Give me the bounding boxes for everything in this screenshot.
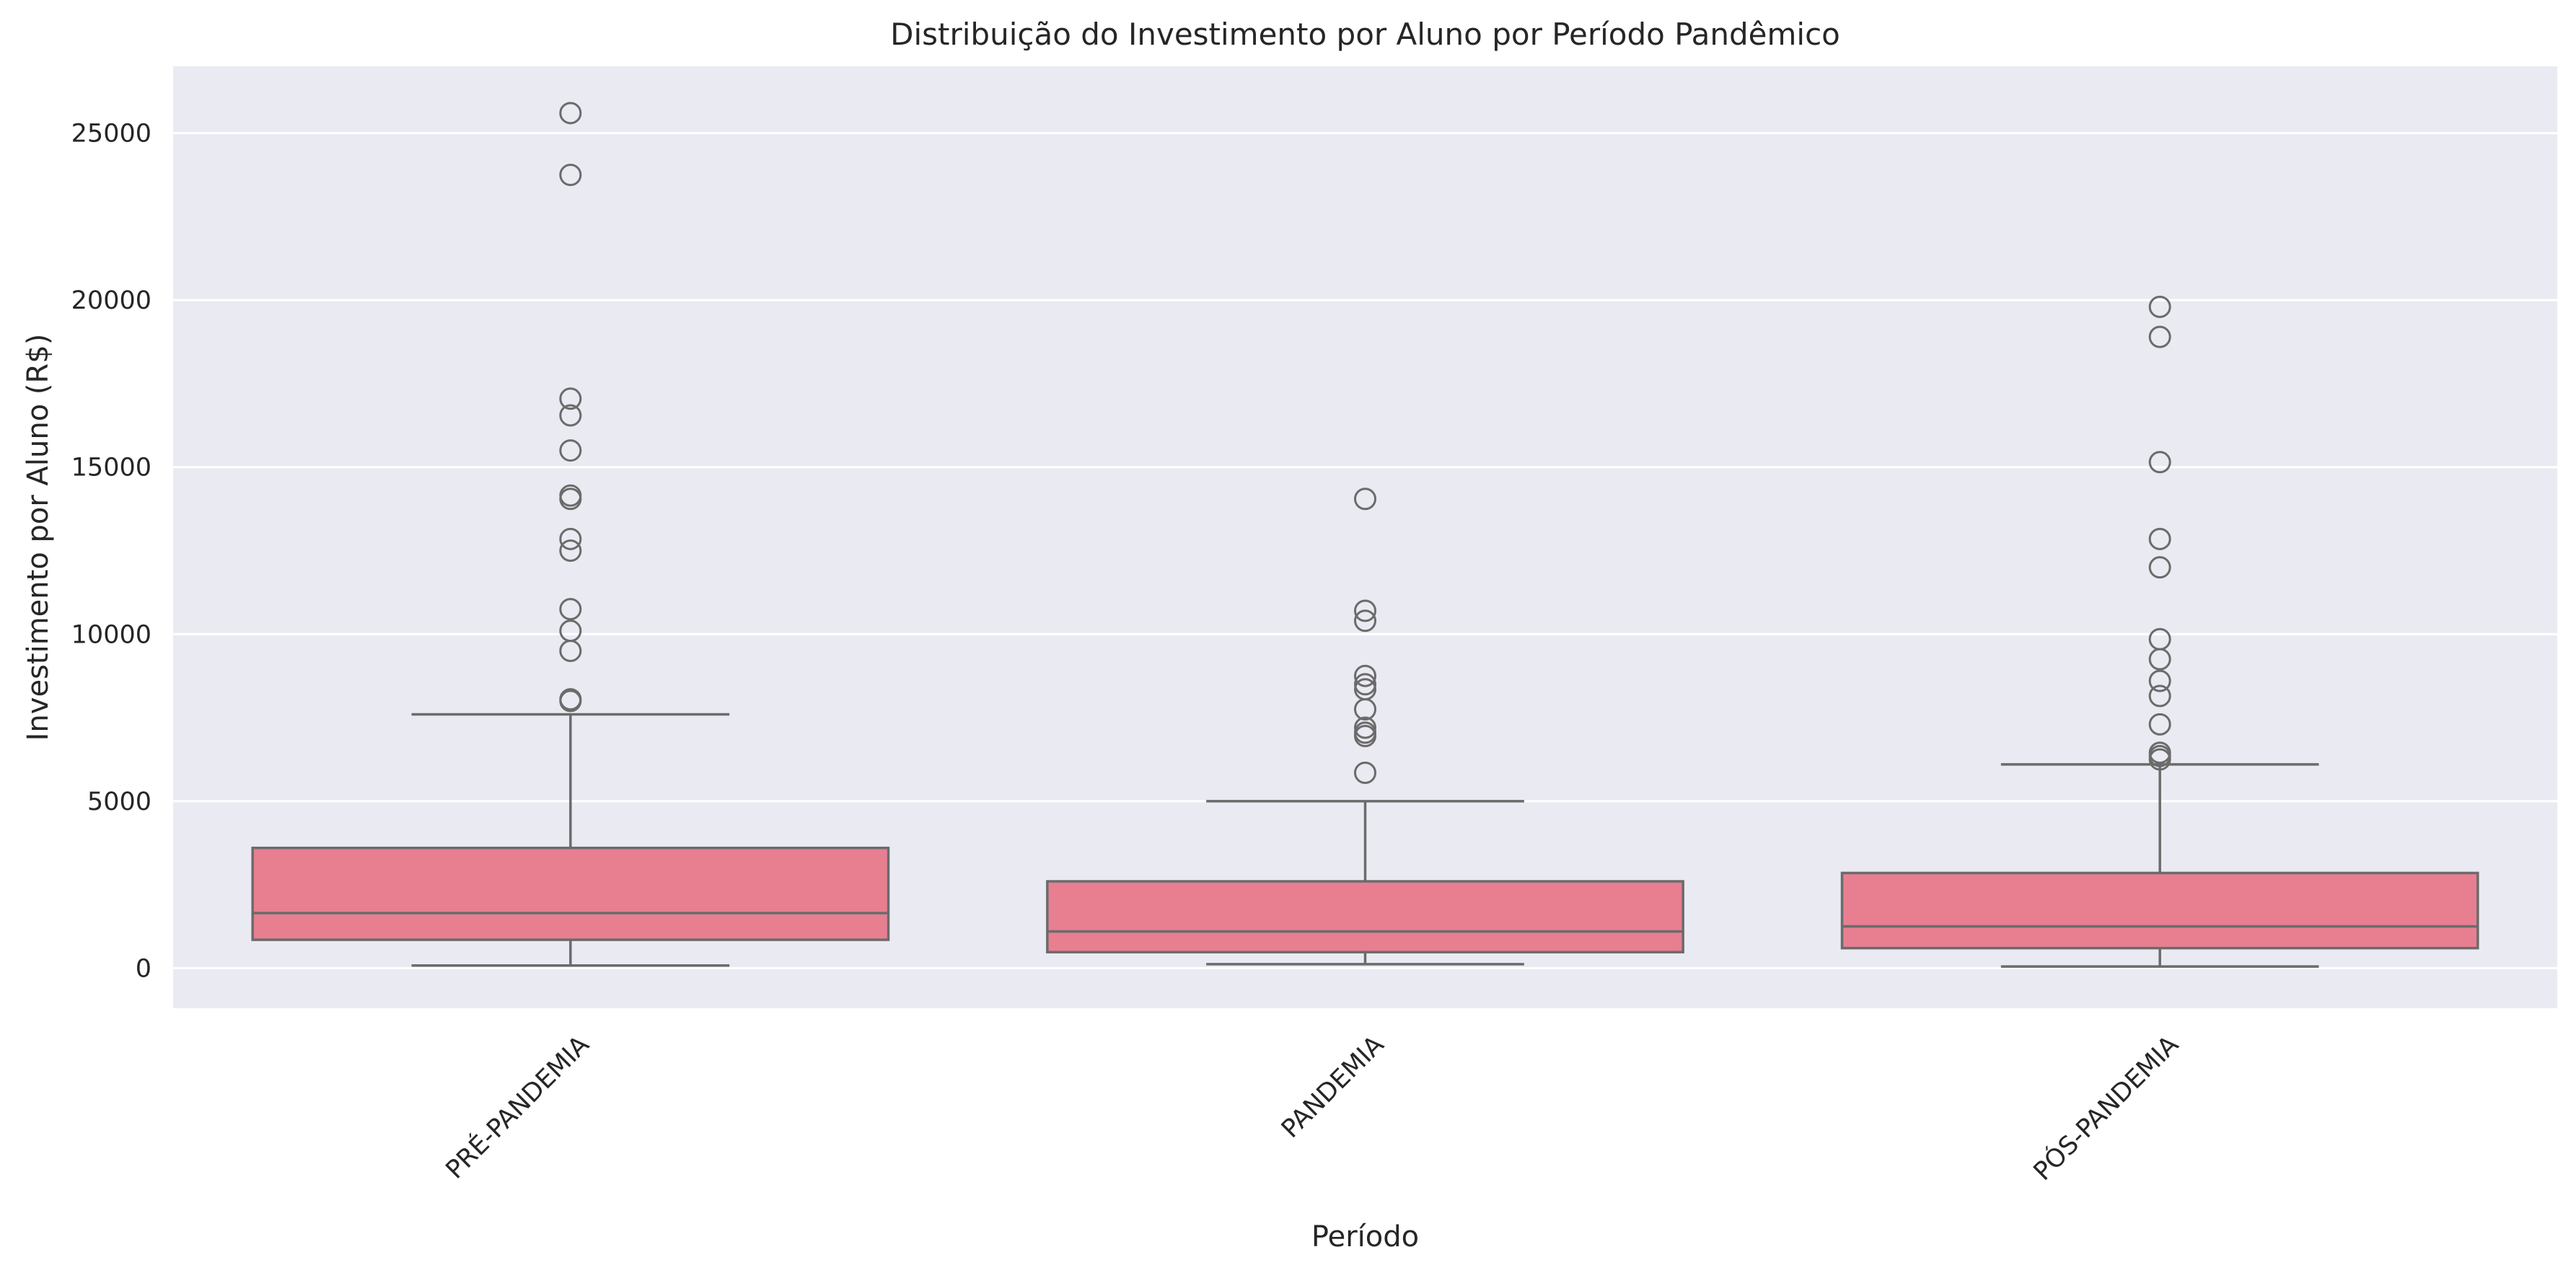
box-group <box>1840 295 2479 968</box>
outlier-point <box>559 639 582 662</box>
outlier-point <box>1354 609 1376 633</box>
outlier-point <box>559 598 582 621</box>
outlier-point <box>2148 748 2171 771</box>
x-tick-label: PANDEMIA <box>1276 1031 1389 1144</box>
box-iqr <box>1840 871 2479 950</box>
outlier-point <box>559 439 582 462</box>
x-axis-label: Período <box>1311 1220 1419 1253</box>
box-iqr <box>1046 880 1684 953</box>
outlier-point <box>1354 698 1376 721</box>
y-tick-label: 0 <box>136 954 151 983</box>
outlier-point <box>2148 325 2171 348</box>
outlier-point <box>1354 716 1376 739</box>
outlier-point <box>559 387 582 410</box>
y-tick-label: 15000 <box>71 454 151 482</box>
chart-title: Distribuição do Investimento por Aluno p… <box>890 17 1840 52</box>
outlier-point <box>2148 713 2171 736</box>
outlier-point <box>559 164 582 187</box>
outlier-point <box>2148 295 2171 318</box>
outlier-point <box>1354 725 1376 748</box>
outlier-point <box>559 527 582 550</box>
outlier-point <box>559 102 582 125</box>
outlier-point <box>559 488 582 511</box>
box-iqr <box>251 846 890 941</box>
outlier-point <box>559 539 582 563</box>
y-axis-label: Investimento por Aluno (R$) <box>22 334 55 741</box>
outlier-point <box>1354 488 1376 511</box>
outlier-point <box>1354 762 1376 784</box>
outlier-point <box>2148 451 2171 474</box>
box-group <box>251 102 890 967</box>
y-tick-label: 25000 <box>71 120 151 149</box>
y-tick-label: 5000 <box>87 788 151 816</box>
outlier-point <box>559 689 582 713</box>
x-tick-label: PÓS-PANDEMIA <box>2027 1029 2184 1186</box>
outlier-point <box>2148 669 2171 692</box>
outlier-point <box>2148 527 2171 550</box>
x-tick-label: PRÉ-PANDEMIA <box>439 1029 594 1184</box>
outlier-point <box>559 404 582 427</box>
y-axis-ticks: 0 5000 10000 15000 20000 25000 <box>71 120 151 984</box>
outlier-point <box>1354 664 1376 687</box>
outlier-point <box>2148 556 2171 579</box>
outlier-point <box>2148 648 2171 671</box>
x-axis-ticks: PRÉ-PANDEMIA PANDEMIA PÓS-PANDEMIA <box>439 1029 2184 1186</box>
outlier-point <box>1354 599 1376 622</box>
outlier-point <box>1354 673 1376 696</box>
box-series <box>251 102 2479 968</box>
y-tick-label: 10000 <box>71 620 151 649</box>
y-tick-label: 20000 <box>71 286 151 315</box>
box-group <box>1046 488 1684 966</box>
outlier-point <box>2148 684 2171 708</box>
